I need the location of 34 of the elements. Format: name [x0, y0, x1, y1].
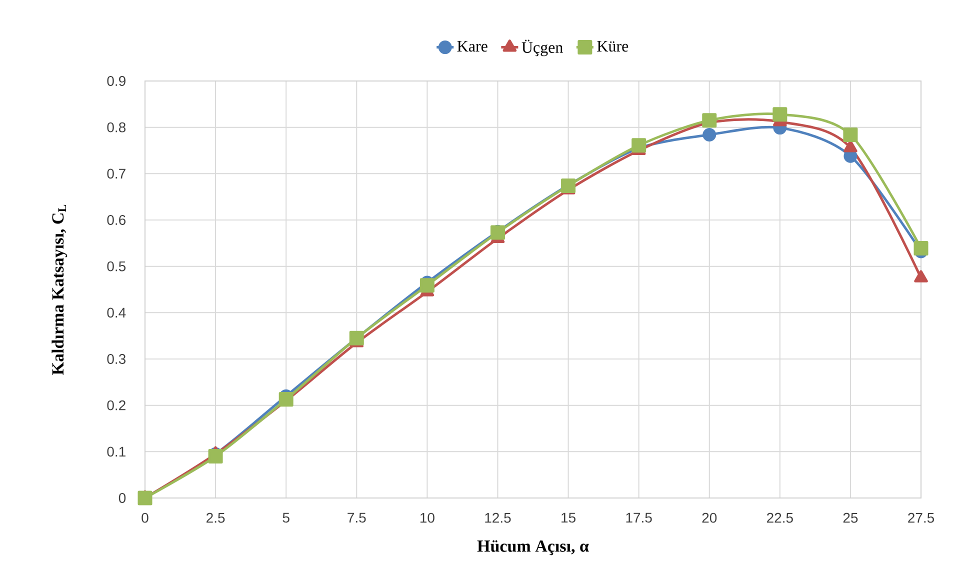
point: [420, 278, 434, 293]
point: [772, 107, 788, 122]
y-tick-label: 0.4: [107, 308, 126, 318]
legend-label: Küre: [597, 40, 628, 52]
point: [843, 128, 858, 142]
x-tick-label: 5: [282, 512, 290, 523]
y-tick-label: 0.1: [107, 446, 126, 457]
x-tick-label: 20: [702, 512, 717, 523]
legend-label: Üçgen: [522, 40, 563, 56]
point: [208, 449, 223, 464]
y-tick-label: 0.5: [107, 261, 126, 272]
y-tick-label: 0.2: [107, 400, 126, 410]
x-tick-label: 12.5: [485, 512, 511, 523]
x-tick-label: 27.5: [908, 512, 934, 523]
y-tick-label: 0.9: [107, 76, 126, 86]
y-tick-label: 0.6: [107, 215, 126, 225]
x-axis-title: Hücum Açısı, α: [477, 540, 589, 556]
y-tick-label: 0.3: [107, 354, 126, 364]
y-tick-label: 0.7: [107, 168, 126, 179]
point: [914, 241, 928, 256]
x-tick-label: 2.5: [206, 512, 225, 523]
x-tick-label: 10: [420, 512, 434, 523]
x-tick-label: 0: [142, 512, 148, 523]
x-tick-label: 7.5: [348, 512, 366, 523]
y-axis-title: Kaldırma Katsayısı, C$_{L}$: [52, 204, 68, 375]
y-tick-label: 0: [118, 493, 126, 503]
x-tick-label: 15: [562, 512, 576, 523]
point: [702, 128, 716, 142]
point: [632, 138, 646, 153]
x-tick-label: 17.5: [626, 512, 652, 523]
legend-label: Kare: [457, 40, 488, 52]
y-tick-label: 0.8: [107, 122, 126, 132]
x-tick-label: 25: [843, 512, 858, 523]
x-tick-label: 22.5: [766, 512, 793, 523]
